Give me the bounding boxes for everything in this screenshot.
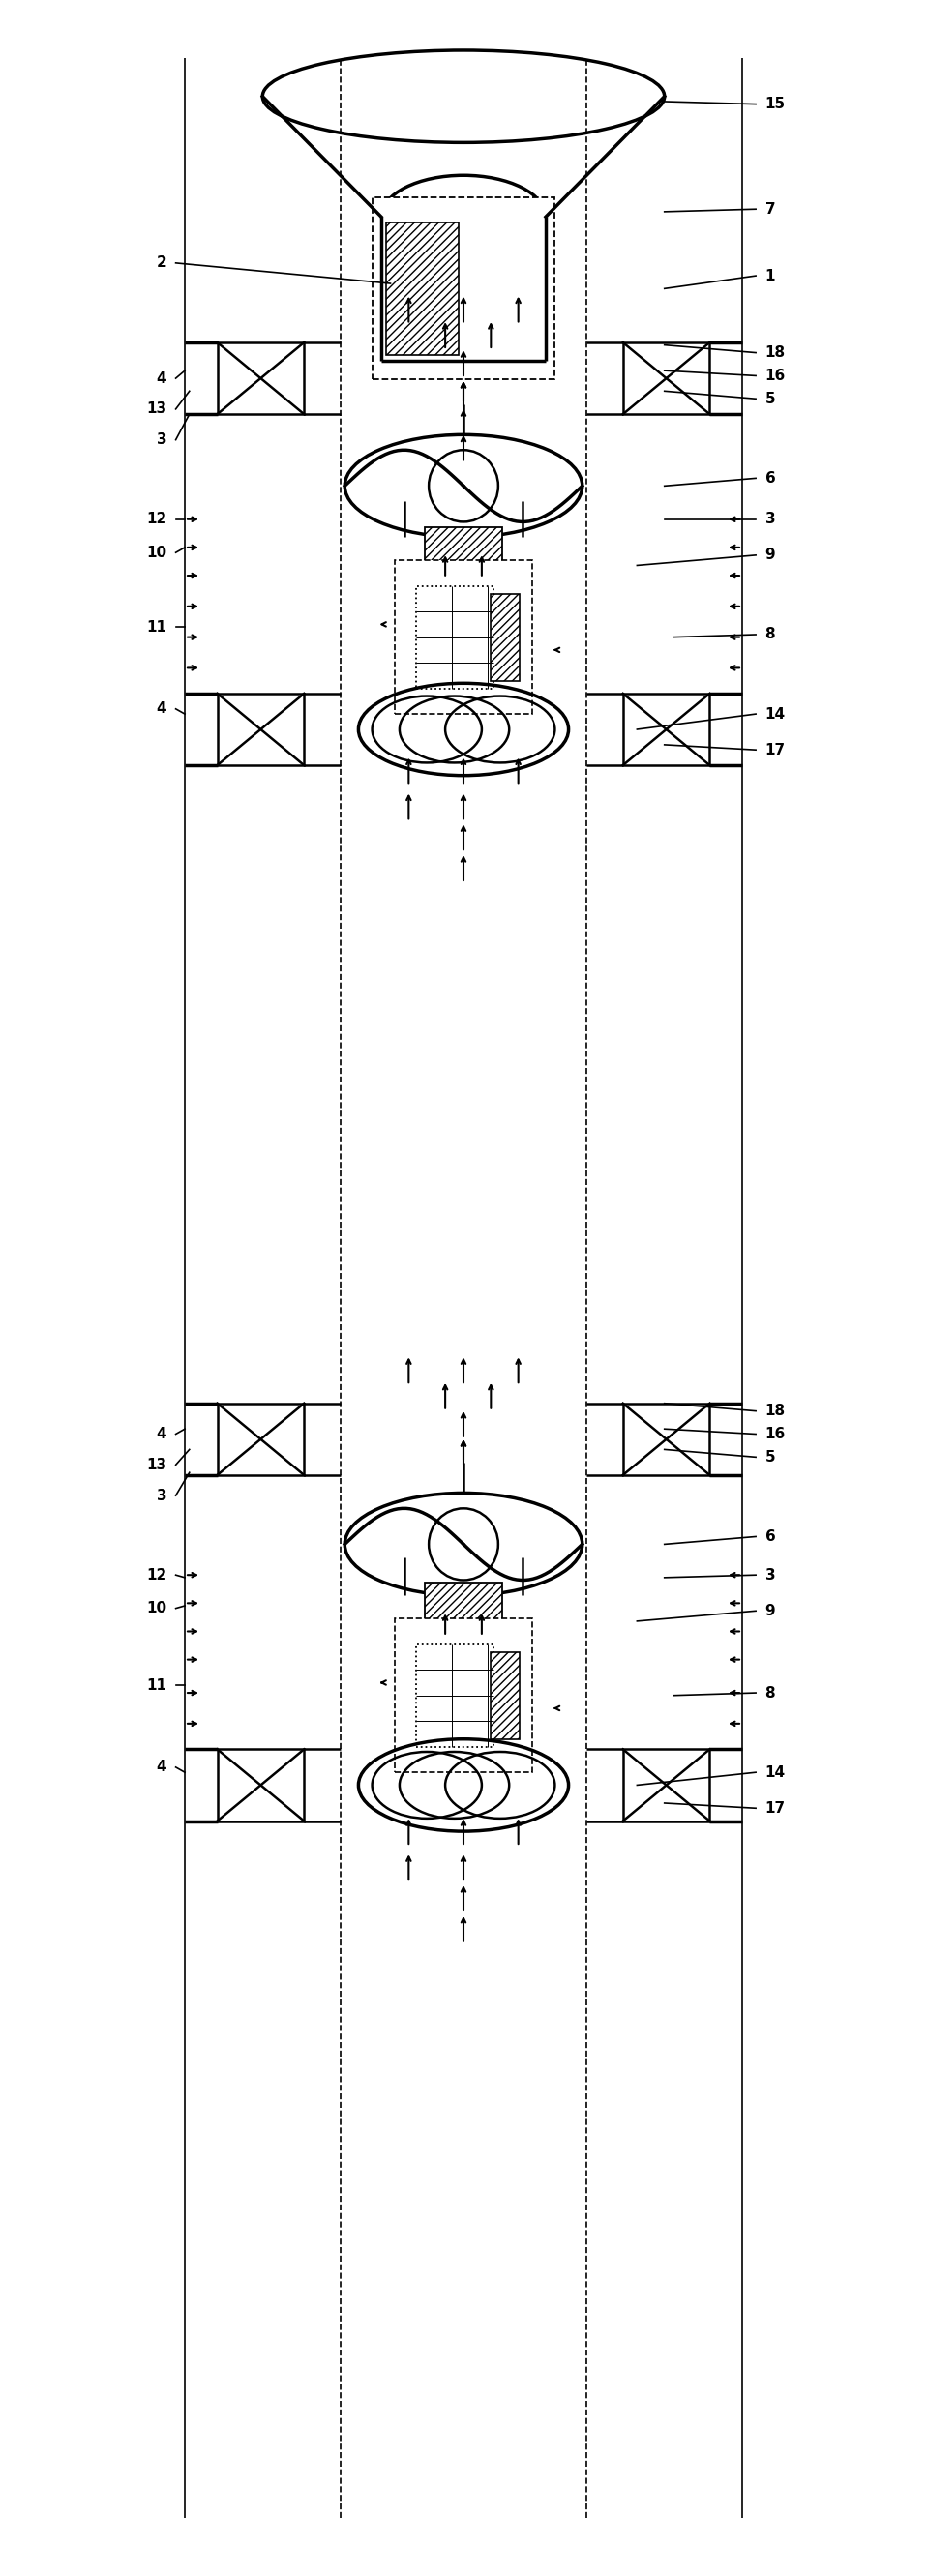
Text: 4: 4 (157, 1759, 167, 1775)
Bar (217, 1749, 304, 1821)
Bar (425, 528, 502, 603)
Bar (623, 343, 710, 415)
Text: 9: 9 (765, 549, 775, 562)
Text: 8: 8 (765, 1685, 775, 1700)
Text: 6: 6 (765, 1530, 775, 1543)
Bar (217, 343, 304, 415)
Bar (372, 198, 555, 379)
Text: 1: 1 (765, 268, 775, 283)
Text: 4: 4 (157, 371, 167, 386)
Text: 3: 3 (765, 513, 775, 526)
Bar (416, 585, 493, 688)
Text: 5: 5 (765, 392, 775, 407)
Text: 8: 8 (765, 629, 775, 641)
Text: 4: 4 (157, 701, 167, 716)
Bar (490, 592, 520, 680)
Text: 18: 18 (765, 1404, 785, 1419)
Text: 16: 16 (765, 368, 785, 384)
Text: 15: 15 (765, 98, 785, 111)
Text: 16: 16 (765, 1427, 785, 1443)
Text: 17: 17 (765, 742, 785, 757)
Bar (395, 1618, 532, 1772)
Text: 3: 3 (157, 433, 167, 448)
Text: 11: 11 (146, 621, 167, 634)
Text: 6: 6 (765, 471, 775, 484)
Text: 5: 5 (765, 1450, 775, 1463)
Text: 18: 18 (765, 345, 785, 361)
Text: 12: 12 (146, 513, 167, 526)
Bar (217, 1404, 304, 1476)
Bar (386, 222, 459, 355)
Text: 17: 17 (765, 1801, 785, 1816)
Text: 14: 14 (765, 706, 785, 721)
Text: 10: 10 (146, 546, 167, 559)
Bar (623, 1404, 710, 1476)
Bar (490, 1651, 520, 1739)
Text: 13: 13 (146, 402, 167, 417)
Text: 11: 11 (146, 1677, 167, 1692)
Bar (395, 559, 532, 714)
Text: 3: 3 (157, 1489, 167, 1502)
Text: 12: 12 (146, 1569, 167, 1582)
Bar (416, 1643, 493, 1747)
Text: 13: 13 (146, 1458, 167, 1471)
Bar (425, 1582, 502, 1659)
Bar (623, 693, 710, 765)
Text: 10: 10 (146, 1602, 167, 1615)
Text: 3: 3 (765, 1569, 775, 1582)
Text: 7: 7 (765, 201, 775, 216)
Text: 14: 14 (765, 1765, 785, 1780)
Text: 2: 2 (156, 255, 167, 270)
Bar (217, 693, 304, 765)
Text: 4: 4 (157, 1427, 167, 1443)
Bar (623, 1749, 710, 1821)
Text: 9: 9 (765, 1605, 775, 1618)
